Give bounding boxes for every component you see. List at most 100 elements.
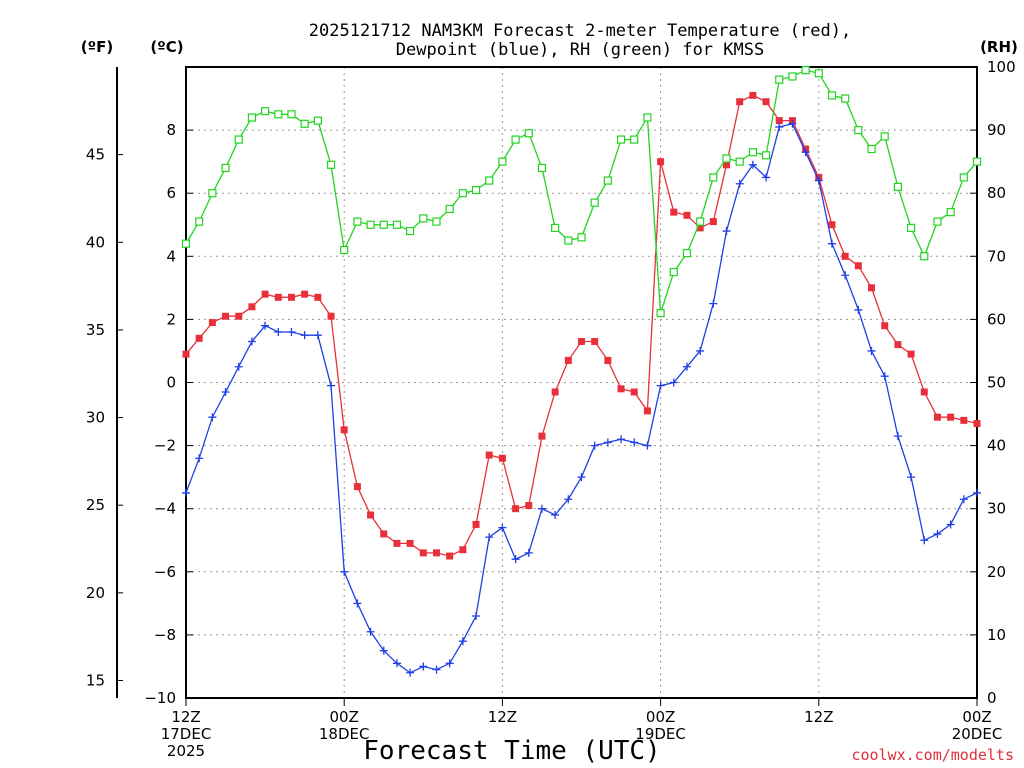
rh-tick-label: 80 — [987, 184, 1006, 202]
rh-tick-label: 0 — [987, 689, 997, 707]
dewpoint-marker — [814, 176, 823, 185]
rh-marker — [735, 157, 744, 166]
dewpoint-marker — [472, 611, 481, 620]
temperature-marker — [446, 552, 454, 560]
temperature-marker — [841, 252, 849, 260]
rh-marker — [761, 151, 771, 160]
dewpoint-marker — [748, 160, 757, 169]
temperature-marker — [696, 224, 704, 232]
dewpoint-marker — [287, 328, 296, 337]
temperature-marker — [525, 502, 533, 510]
x-tick-label: 12Z — [171, 708, 200, 726]
dewpoint-marker — [313, 331, 322, 340]
temperature-marker — [380, 530, 388, 538]
x-tick-label: 19DEC — [635, 725, 686, 743]
dewpoint-marker — [261, 321, 270, 330]
data-series — [181, 66, 982, 677]
dewpoint-marker — [735, 179, 744, 188]
fahrenheit-tick-label: 15 — [86, 671, 105, 689]
rh-marker — [972, 157, 982, 166]
x-tick-label: 00Z — [962, 708, 991, 726]
grid-lines — [186, 67, 977, 698]
rh-marker — [392, 220, 402, 229]
temperature-marker — [683, 211, 691, 219]
rh-marker — [181, 239, 191, 248]
temperature-marker — [973, 420, 981, 428]
rh-marker — [946, 208, 955, 217]
rh-marker — [906, 223, 916, 233]
rh-marker — [814, 69, 823, 78]
rh-marker — [406, 226, 415, 236]
rh-marker — [498, 157, 507, 166]
celsius-tick-label: 6 — [166, 184, 176, 202]
rh-marker — [208, 189, 217, 198]
temperature-marker — [762, 98, 770, 106]
temperature-marker — [459, 546, 467, 554]
temperature-marker — [248, 303, 256, 311]
temperature-marker — [591, 337, 599, 345]
dewpoint-marker — [617, 435, 626, 444]
dewpoint-marker — [340, 567, 349, 576]
dewpoint-marker — [854, 305, 863, 314]
dewpoint-marker — [643, 441, 652, 450]
dewpoint-marker — [327, 381, 336, 390]
temperature-marker — [617, 385, 625, 393]
celsius-tick-label: −10 — [144, 689, 176, 707]
dewpoint-marker — [432, 665, 441, 674]
temperature-marker — [564, 356, 572, 364]
dewpoint-marker — [182, 488, 190, 497]
rh-marker — [471, 185, 481, 195]
temperature-marker — [512, 505, 520, 513]
tick-labels: −10−8−6−4−202468010203040506070809010015… — [86, 58, 1016, 760]
celsius-tick-label: −8 — [154, 626, 176, 644]
rh-marker — [247, 113, 257, 122]
temperature-marker — [327, 312, 335, 320]
rh-marker — [234, 135, 243, 144]
rh-marker — [195, 217, 204, 226]
celsius-tick-label: 8 — [166, 121, 176, 139]
rh-marker — [353, 217, 362, 226]
rh-marker — [669, 267, 678, 277]
fahrenheit-tick-label: 30 — [86, 409, 105, 427]
x-tick-label: 12Z — [804, 708, 833, 726]
rh-marker — [893, 182, 903, 191]
rh-marker — [682, 249, 692, 258]
dewpoint-marker — [762, 173, 771, 182]
rh-marker — [709, 173, 718, 182]
rh-marker — [959, 173, 968, 182]
rh-marker — [511, 135, 520, 144]
rh-marker — [564, 236, 573, 245]
rh-marker — [630, 135, 639, 144]
rh-marker — [788, 72, 797, 81]
dewpoint-marker — [973, 488, 981, 497]
temperature-marker — [604, 356, 612, 364]
temperature-marker — [551, 388, 559, 396]
temperature-marker — [314, 293, 322, 301]
dewpoint-marker — [696, 346, 705, 355]
rh-marker — [537, 163, 547, 173]
dewpoint-marker — [392, 659, 401, 668]
rh-marker — [643, 113, 652, 122]
rh-line — [185, 69, 978, 314]
rh-marker — [300, 119, 309, 128]
rh-marker — [748, 148, 757, 157]
temperature-marker — [854, 262, 862, 270]
temperature-marker — [182, 350, 190, 358]
dewpoint-marker — [419, 662, 428, 671]
x-tick-label: 20DEC — [952, 725, 1003, 743]
temperature-marker — [353, 483, 361, 491]
rh-unit-label: (RH) — [980, 38, 1018, 56]
dewpoint-marker — [893, 432, 902, 441]
rh-marker — [801, 66, 810, 75]
dewpoint-marker — [920, 536, 929, 545]
temperature-marker — [498, 454, 506, 462]
dewpoint-marker — [590, 441, 599, 450]
temperature-marker — [287, 293, 295, 301]
rh-marker — [326, 160, 336, 169]
rh-tick-label: 10 — [987, 626, 1006, 644]
x-tick-label: 00Z — [330, 708, 359, 726]
temperature-marker — [643, 407, 651, 415]
temperature-marker — [670, 208, 678, 216]
rh-tick-label: 100 — [987, 58, 1016, 76]
rh-marker — [841, 94, 850, 103]
